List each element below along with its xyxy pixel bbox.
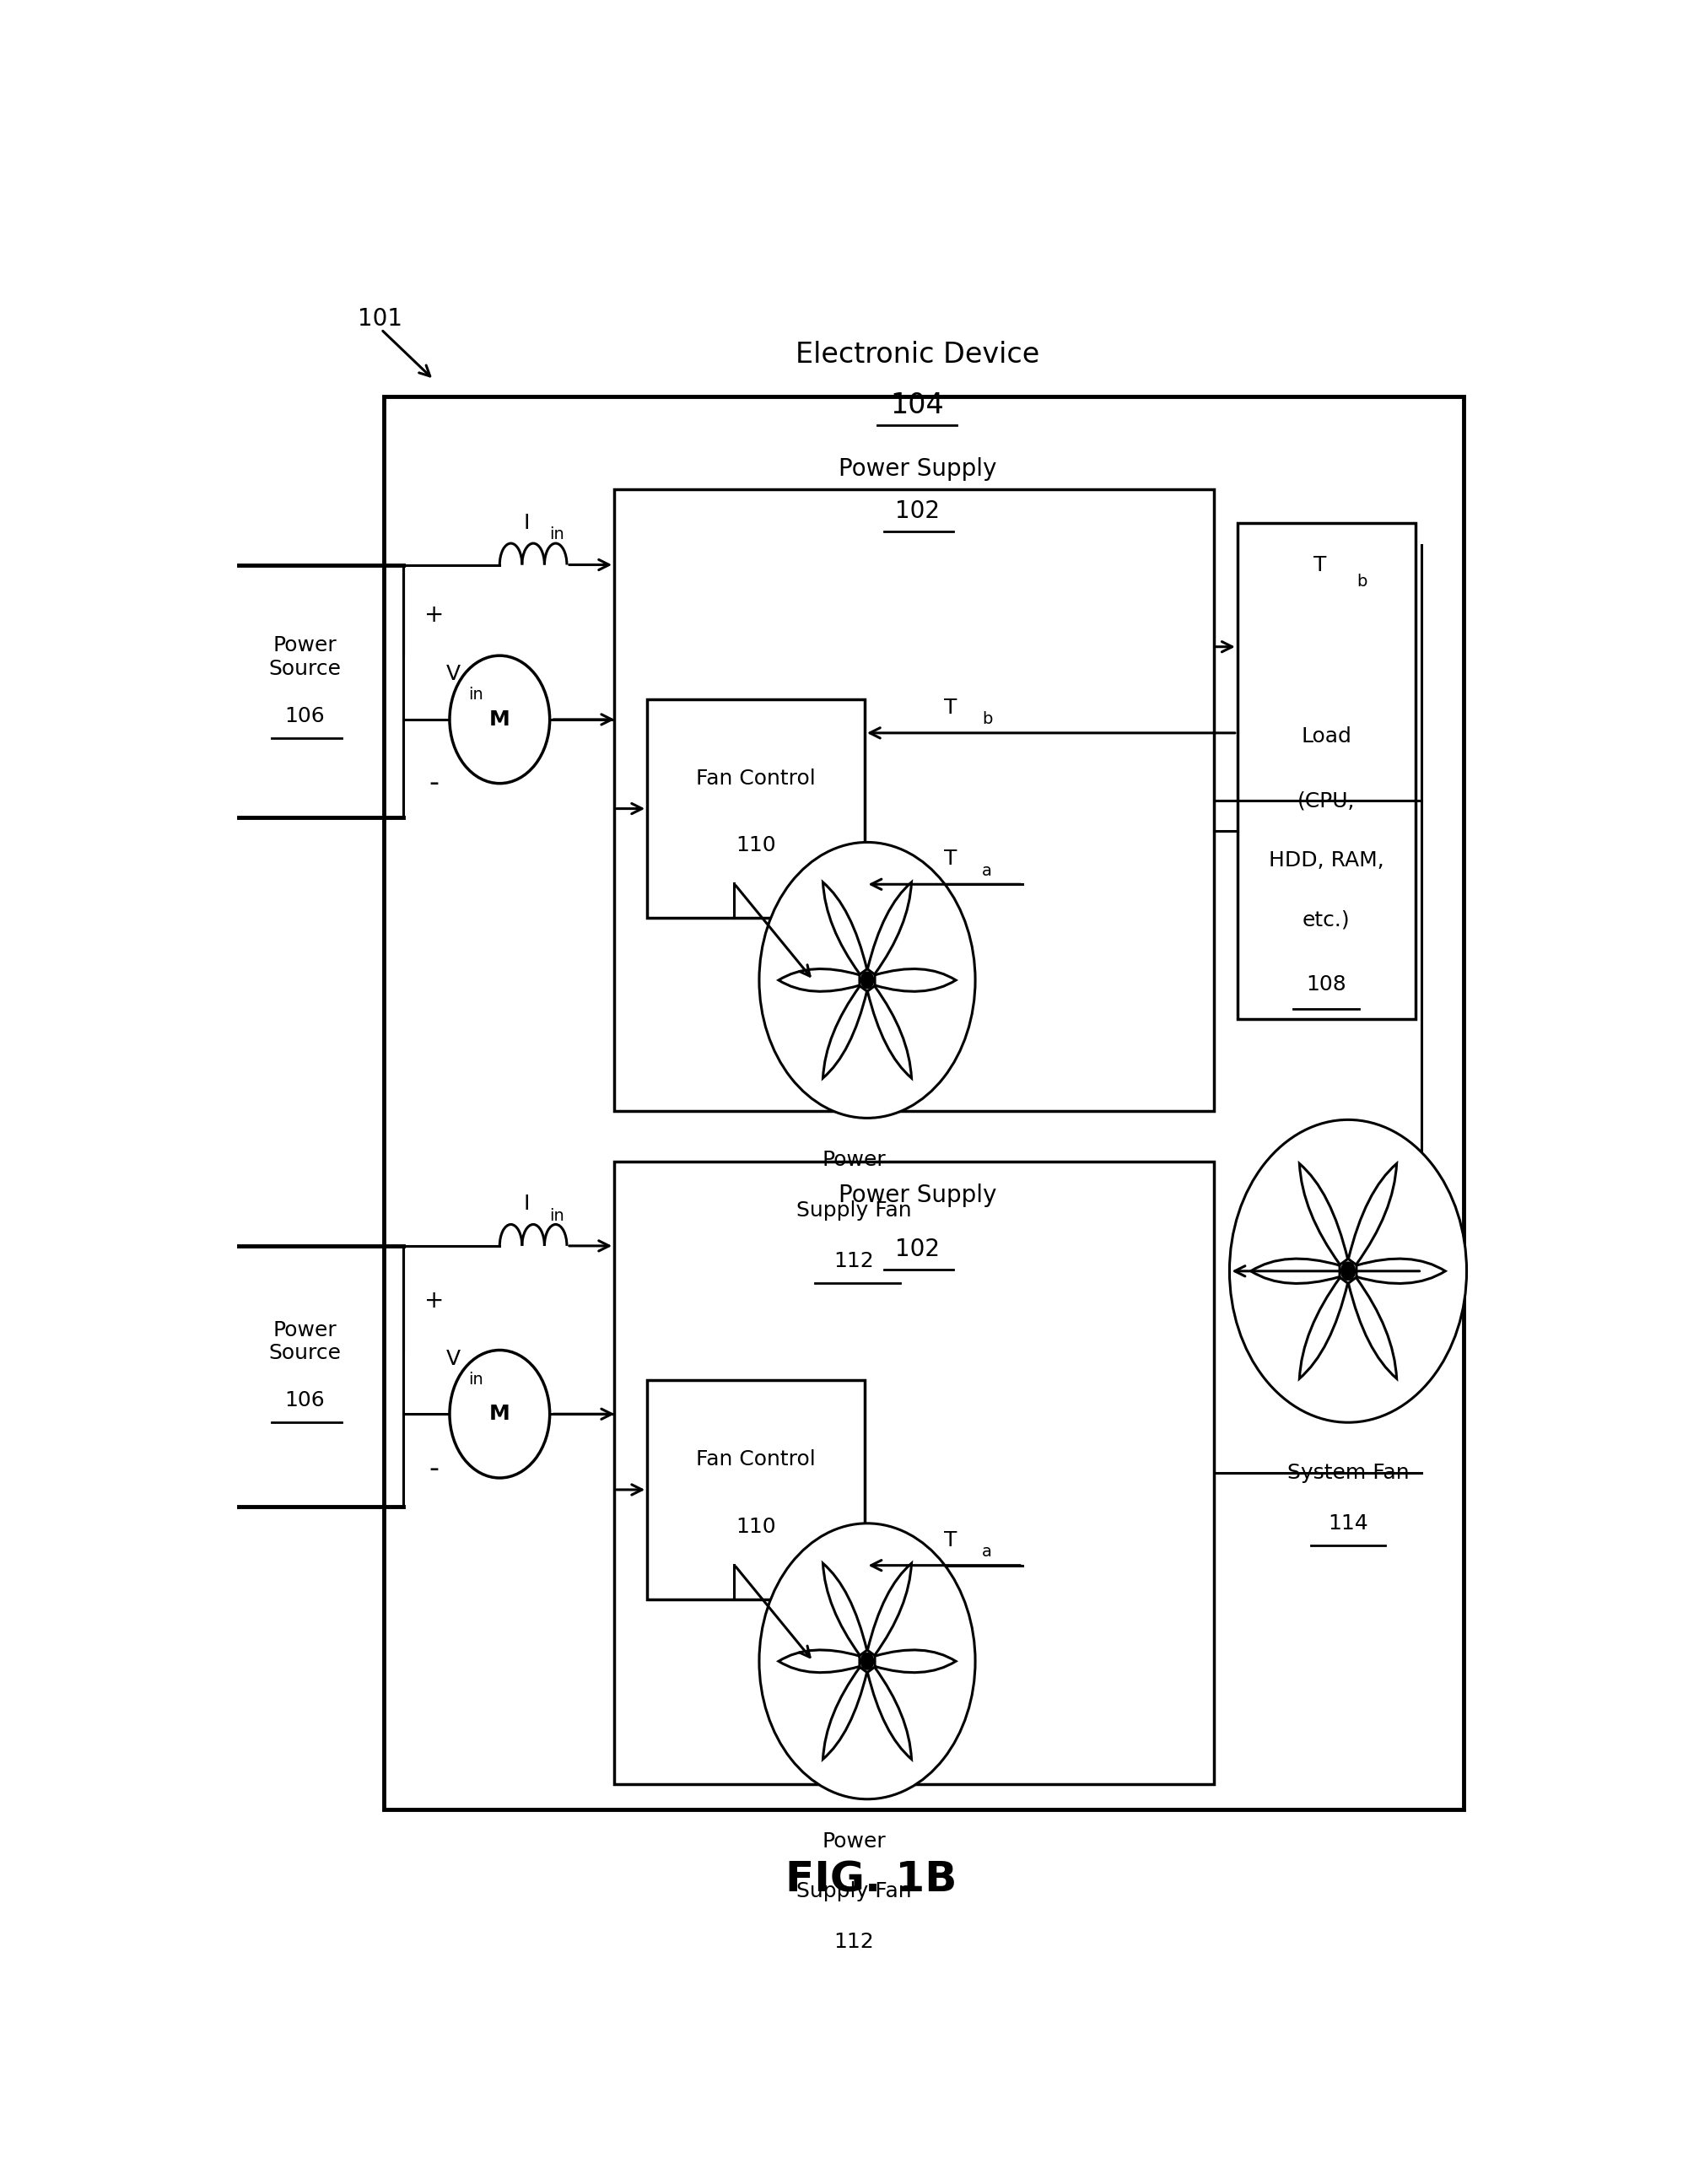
Text: -: - xyxy=(428,1455,438,1483)
Text: Electronic Device: Electronic Device xyxy=(795,341,1038,369)
Circle shape xyxy=(450,1350,549,1479)
Text: 102: 102 xyxy=(894,500,940,522)
Text: I: I xyxy=(523,1195,530,1214)
Text: FIG. 1B: FIG. 1B xyxy=(785,1859,957,1900)
Circle shape xyxy=(1228,1120,1466,1422)
Text: 108: 108 xyxy=(1305,974,1346,994)
Text: T: T xyxy=(943,850,957,869)
Text: M: M xyxy=(489,1404,510,1424)
Text: T: T xyxy=(943,697,957,719)
Text: 110: 110 xyxy=(736,1516,776,1538)
Text: (CPU,: (CPU, xyxy=(1296,791,1354,810)
Bar xyxy=(613,1162,1213,1784)
Text: a: a xyxy=(982,1544,992,1559)
Text: 104: 104 xyxy=(890,391,943,419)
Text: -: - xyxy=(428,769,438,797)
Bar xyxy=(647,699,865,917)
Text: Supply Fan: Supply Fan xyxy=(797,1880,911,1902)
Text: Power: Power xyxy=(822,1151,885,1171)
Text: V: V xyxy=(447,1350,460,1369)
Text: +: + xyxy=(423,1289,443,1313)
Circle shape xyxy=(759,1524,975,1800)
Text: 112: 112 xyxy=(834,1251,873,1271)
Text: in: in xyxy=(469,686,483,703)
Text: 114: 114 xyxy=(1327,1514,1368,1533)
Text: in: in xyxy=(549,526,564,542)
Text: T: T xyxy=(1313,555,1325,574)
Text: 101: 101 xyxy=(357,308,403,332)
Circle shape xyxy=(860,1653,873,1669)
Text: 106: 106 xyxy=(284,705,325,727)
Circle shape xyxy=(450,655,549,784)
Bar xyxy=(1237,522,1415,1018)
Circle shape xyxy=(1341,1262,1354,1280)
Text: in: in xyxy=(549,1208,564,1223)
Text: Supply Fan: Supply Fan xyxy=(797,1201,911,1221)
Text: b: b xyxy=(982,712,992,727)
Text: Power Supply: Power Supply xyxy=(838,456,996,480)
Bar xyxy=(613,489,1213,1112)
Text: V: V xyxy=(447,664,460,684)
Text: T: T xyxy=(943,1531,957,1551)
Text: Load: Load xyxy=(1300,725,1351,747)
Text: 102: 102 xyxy=(894,1238,940,1260)
Text: System Fan: System Fan xyxy=(1286,1463,1408,1483)
Text: b: b xyxy=(1356,574,1366,590)
Text: 110: 110 xyxy=(736,836,776,856)
Text: etc.): etc.) xyxy=(1301,909,1349,930)
Text: 112: 112 xyxy=(834,1933,873,1952)
Text: Fan Control: Fan Control xyxy=(697,769,816,788)
Text: Power
Source: Power Source xyxy=(268,1319,341,1363)
Text: Power: Power xyxy=(822,1830,885,1852)
Text: HDD, RAM,: HDD, RAM, xyxy=(1267,850,1383,869)
Bar xyxy=(647,1380,865,1599)
Circle shape xyxy=(759,843,975,1118)
Circle shape xyxy=(860,972,873,989)
Text: Power Supply: Power Supply xyxy=(838,1184,996,1208)
Text: M: M xyxy=(489,710,510,729)
Text: I: I xyxy=(523,513,530,533)
Text: +: + xyxy=(423,603,443,627)
Text: Fan Control: Fan Control xyxy=(697,1450,816,1470)
Text: in: in xyxy=(469,1372,483,1387)
Bar xyxy=(384,397,1463,1808)
Text: Power
Source: Power Source xyxy=(268,636,341,679)
Text: 106: 106 xyxy=(284,1391,325,1411)
Text: a: a xyxy=(982,863,992,878)
